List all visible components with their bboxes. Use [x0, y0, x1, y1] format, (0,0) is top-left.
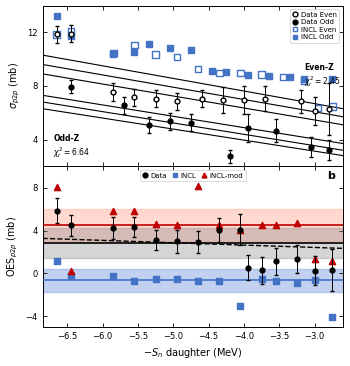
Point [111, 52, 116, 57]
Point [217, 279, 222, 284]
Bar [43, 269, 343, 292]
Point [174, 222, 180, 228]
Point [217, 222, 222, 228]
Bar [43, 228, 343, 258]
Point [195, 279, 201, 284]
Point [195, 66, 201, 72]
Point [111, 50, 116, 56]
Point [68, 273, 74, 279]
Point [153, 276, 159, 282]
Bar [43, 209, 343, 241]
Point [188, 48, 194, 53]
Point [315, 105, 321, 111]
Point [224, 69, 229, 75]
Point [259, 72, 265, 78]
Point [294, 280, 300, 285]
Point [330, 314, 335, 320]
Point [132, 279, 137, 284]
Legend: Data, INCL, INCL-mod: Data, INCL, INCL-mod [140, 170, 246, 181]
Point [280, 74, 286, 80]
Point [68, 33, 74, 39]
Y-axis label: $\sigma_{p2p}$ (mb): $\sigma_{p2p}$ (mb) [7, 63, 22, 109]
Text: Even-Z
$\chi^2_r = 2.45$: Even-Z $\chi^2_r = 2.45$ [304, 63, 341, 89]
Point [132, 49, 137, 55]
Point [273, 222, 279, 228]
Point [111, 273, 116, 279]
X-axis label: $-S_n$ daughter (MeV): $-S_n$ daughter (MeV) [143, 347, 243, 361]
Point [54, 184, 60, 190]
Point [111, 208, 116, 214]
Point [174, 276, 180, 282]
Point [273, 279, 279, 284]
Point [259, 222, 265, 228]
Point [209, 68, 215, 74]
Point [238, 70, 243, 76]
Legend: Data Even, Data Odd, INCL Even, INCL Odd: Data Even, Data Odd, INCL Even, INCL Odd [289, 9, 340, 43]
Point [54, 258, 60, 264]
Point [238, 227, 243, 233]
Point [266, 73, 272, 79]
Point [287, 74, 293, 80]
Point [132, 208, 137, 214]
Point [146, 41, 152, 46]
Point [132, 42, 137, 48]
Point [153, 52, 159, 57]
Point [330, 258, 335, 264]
Point [54, 13, 60, 19]
Point [195, 183, 201, 189]
Y-axis label: OES$_{p2p}$ (mb): OES$_{p2p}$ (mb) [6, 216, 20, 277]
Point [259, 276, 265, 282]
Point [68, 29, 74, 35]
Point [330, 104, 335, 109]
Point [217, 70, 222, 76]
Point [54, 31, 60, 37]
Point [68, 268, 74, 274]
Point [312, 277, 317, 283]
Point [301, 76, 307, 82]
Point [245, 72, 250, 78]
Point [301, 78, 307, 84]
Point [174, 54, 180, 60]
Text: b: b [328, 171, 335, 181]
Text: a: a [328, 10, 335, 20]
Point [330, 76, 335, 82]
Point [167, 45, 173, 51]
Text: Odd-Z
$\chi^2_r = 6.64$: Odd-Z $\chi^2_r = 6.64$ [53, 134, 90, 160]
Point [238, 303, 243, 309]
Point [153, 221, 159, 227]
Point [312, 256, 317, 262]
Point [294, 220, 300, 225]
